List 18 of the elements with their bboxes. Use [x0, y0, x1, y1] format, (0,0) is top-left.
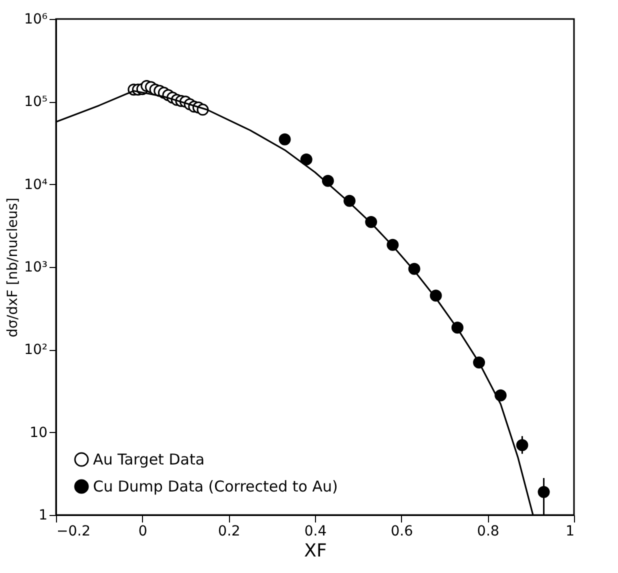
- y-tick-label: 10⁵: [24, 94, 48, 110]
- x-tick-label: 1: [566, 524, 574, 540]
- x-tick-label: 0.8: [477, 524, 500, 540]
- y-tick-label: 10⁶: [24, 12, 48, 28]
- x-tick-label: 0.4: [304, 524, 327, 540]
- legend-label: Au Target Data: [93, 450, 205, 468]
- x-axis-title: XF: [304, 540, 327, 562]
- y-tick-label: 1: [38, 508, 48, 524]
- y-axis-title: dσ/dxF [nb/nucleus]: [5, 198, 22, 338]
- x-tick-label: −0.2: [56, 524, 90, 540]
- legend-label: Cu Dump Data (Corrected to Au): [93, 478, 338, 496]
- y-tick-label: 10²: [24, 342, 48, 358]
- y-tick-label: 10: [30, 424, 48, 441]
- y-tick-label: 10³: [24, 260, 48, 276]
- y-tick-label: 10⁴: [24, 176, 48, 193]
- x-tick-label: 0.6: [390, 524, 414, 540]
- x-tick-label: 0: [138, 524, 148, 540]
- x-tick-label: 0.2: [218, 524, 240, 540]
